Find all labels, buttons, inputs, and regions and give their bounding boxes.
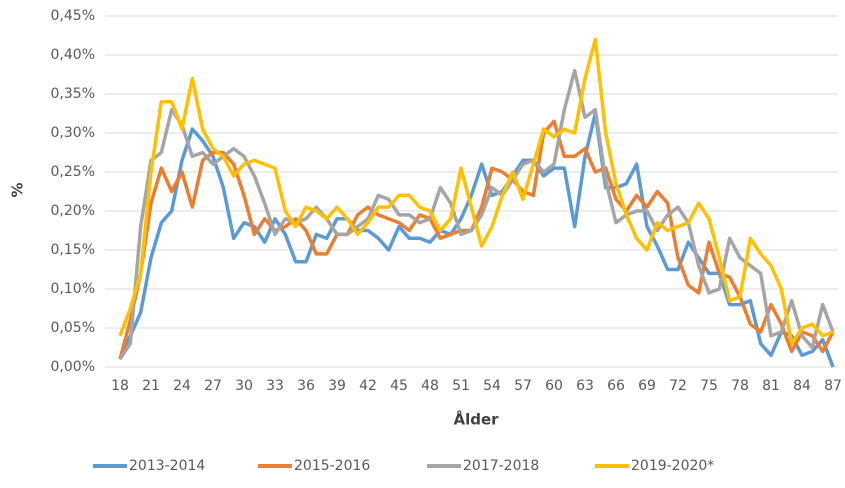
- y-axis-label: %: [9, 182, 27, 197]
- x-tick-label: 39: [328, 378, 346, 394]
- x-tick-label: 54: [483, 378, 501, 394]
- x-tick-label: 42: [359, 378, 377, 394]
- series-line: [118, 111, 835, 368]
- x-tick-label: 45: [390, 378, 408, 394]
- x-tick-label: 30: [235, 378, 253, 394]
- x-tick-label: 27: [204, 378, 222, 394]
- legend-label: 2019-2020*: [631, 458, 714, 474]
- series-line: [118, 119, 835, 360]
- x-tick-label: 24: [173, 378, 191, 394]
- y-tick-label: 0,40%: [51, 47, 95, 63]
- y-tick-label: 0,15%: [51, 242, 95, 258]
- x-tick-label: 66: [607, 378, 625, 394]
- series-line: [118, 37, 834, 346]
- x-tick-label: 18: [111, 378, 129, 394]
- x-tick-label: 63: [576, 378, 594, 394]
- y-tick-label: 0,05%: [51, 320, 95, 336]
- x-tick-label: 48: [421, 378, 439, 394]
- legend-label: 2015-2016: [294, 458, 370, 474]
- x-tick-label: 21: [142, 378, 160, 394]
- x-tick-label: 75: [700, 378, 718, 394]
- x-tick-label: 69: [638, 378, 656, 394]
- legend-label: 2017-2018: [463, 458, 539, 474]
- y-tick-label: 0,45%: [51, 8, 95, 24]
- x-axis-label: Ålder: [453, 410, 499, 429]
- x-tick-label: 78: [731, 378, 749, 394]
- y-tick-label: 0,20%: [51, 203, 95, 219]
- x-tick-label: 81: [762, 378, 780, 394]
- x-tick-label: 84: [793, 378, 811, 394]
- x-tick-label: 60: [545, 378, 563, 394]
- x-tick-label: 57: [514, 378, 532, 394]
- y-tick-label: 0,10%: [51, 281, 95, 297]
- x-tick-label: 51: [452, 378, 470, 394]
- legend-label: 2013-2014: [129, 458, 205, 474]
- y-tick-label: 0,35%: [51, 86, 95, 102]
- y-tick-label: 0,00%: [51, 359, 95, 375]
- y-tick-label: 0,25%: [51, 164, 95, 180]
- y-tick-label: 0,30%: [51, 125, 95, 141]
- x-tick-label: 36: [297, 378, 315, 394]
- x-tick-label: 33: [266, 378, 284, 394]
- x-tick-label: 72: [669, 378, 687, 394]
- x-tick-label: 87: [824, 378, 842, 394]
